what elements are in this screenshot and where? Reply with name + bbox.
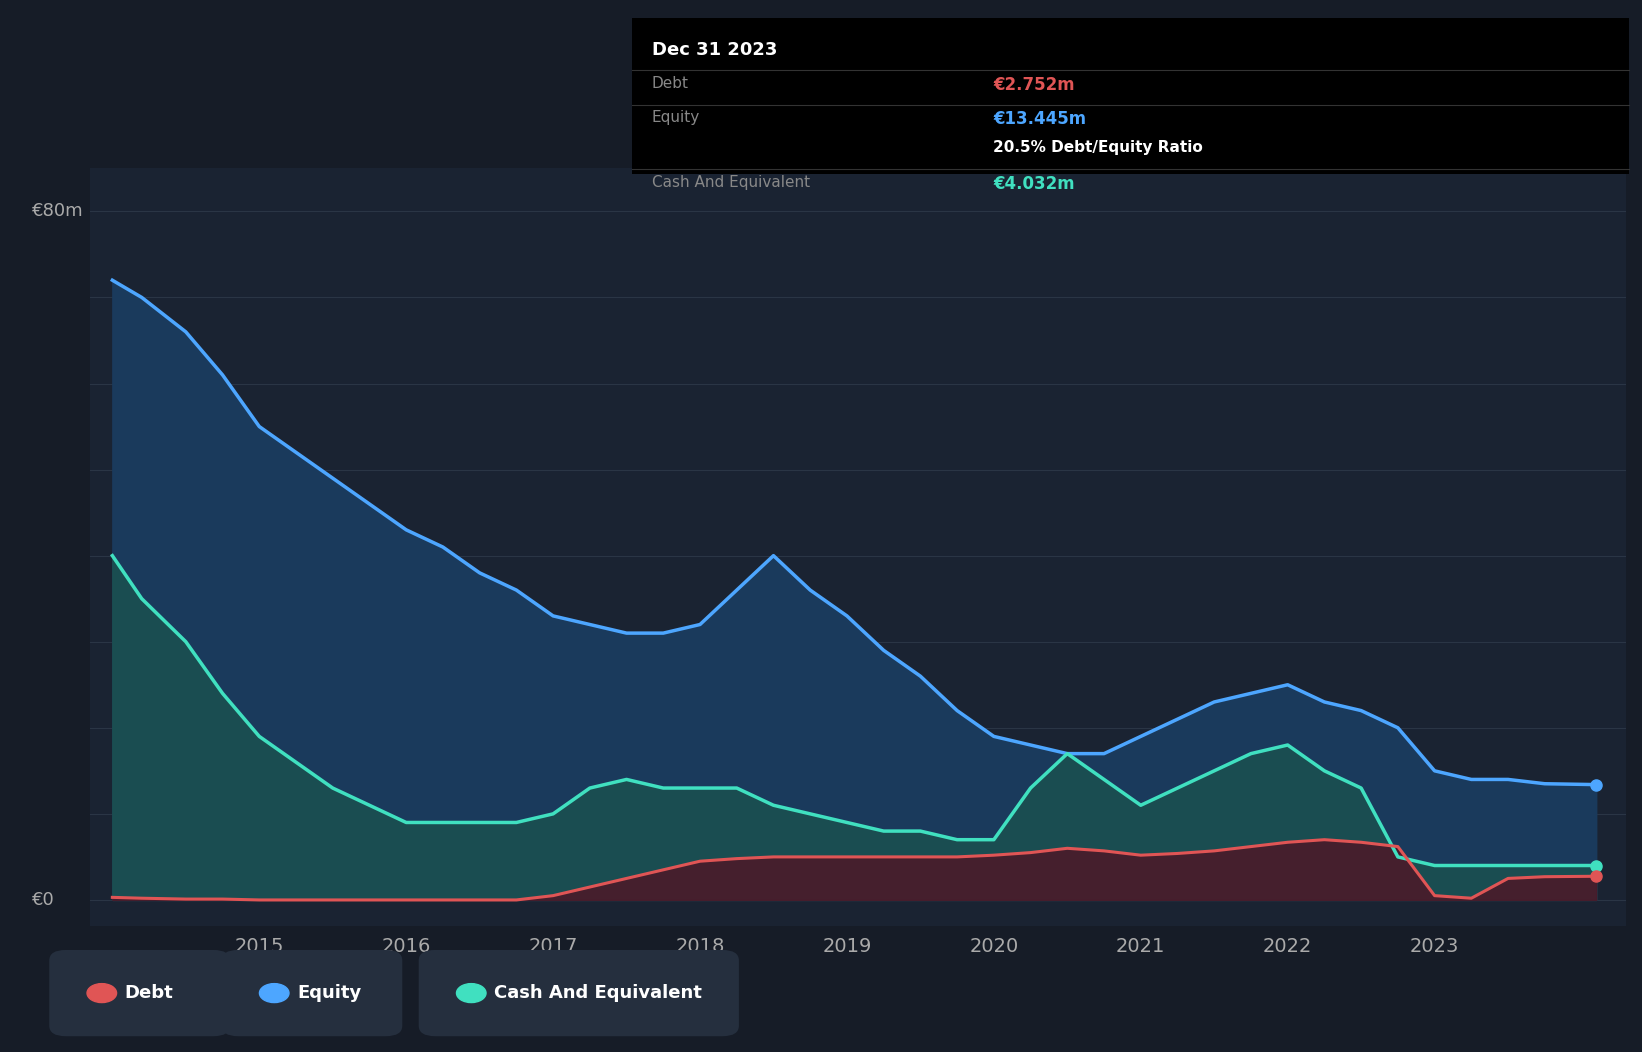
Text: Debt: Debt bbox=[652, 76, 690, 90]
Text: Equity: Equity bbox=[297, 984, 361, 1003]
Text: Equity: Equity bbox=[652, 110, 699, 125]
Text: 20.5% Debt/Equity Ratio: 20.5% Debt/Equity Ratio bbox=[993, 140, 1204, 155]
Text: Cash And Equivalent: Cash And Equivalent bbox=[494, 984, 703, 1003]
Text: Debt: Debt bbox=[125, 984, 174, 1003]
Text: €4.032m: €4.032m bbox=[993, 175, 1076, 193]
Text: €2.752m: €2.752m bbox=[993, 76, 1076, 94]
Text: €80m: €80m bbox=[31, 202, 84, 220]
Text: €0: €0 bbox=[31, 891, 54, 909]
Text: Dec 31 2023: Dec 31 2023 bbox=[652, 41, 777, 59]
Text: Cash And Equivalent: Cash And Equivalent bbox=[652, 175, 810, 189]
Text: €13.445m: €13.445m bbox=[993, 110, 1087, 128]
